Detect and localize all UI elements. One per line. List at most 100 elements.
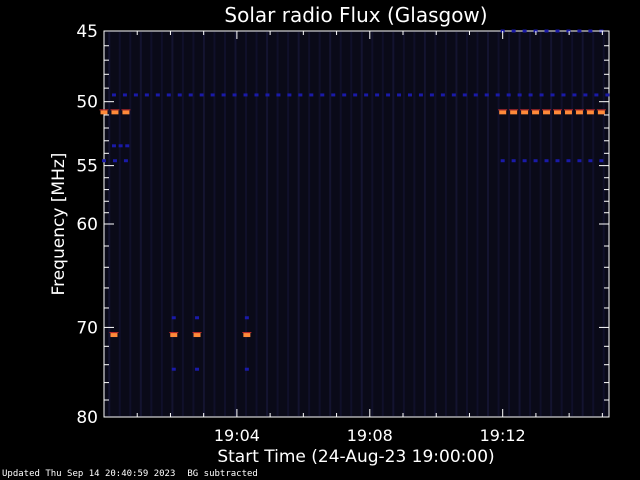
- signal-mark: [575, 110, 583, 115]
- background-column: [476, 32, 479, 416]
- signal-mark: [123, 159, 128, 163]
- line-53.4MHz-start: [111, 144, 130, 148]
- signal-mark: [111, 110, 119, 115]
- signal-mark: [511, 29, 516, 33]
- signal-edge: [596, 109, 606, 111]
- background-column: [160, 32, 163, 416]
- y-tick-label: 50: [76, 93, 98, 113]
- signal-edge: [192, 332, 202, 334]
- background-column: [118, 32, 121, 416]
- background-column: [508, 32, 511, 416]
- background-column: [318, 32, 321, 416]
- background-column: [360, 32, 363, 416]
- signal-mark: [133, 93, 138, 97]
- line-54.6MHz-end: [500, 159, 604, 163]
- signal-mark: [499, 110, 507, 115]
- background-column: [213, 32, 216, 416]
- signal-mark: [543, 110, 551, 115]
- background-column: [287, 32, 290, 416]
- signal-mark: [462, 93, 467, 97]
- background-column: [371, 32, 374, 416]
- signal-mark: [166, 93, 171, 97]
- updated-timestamp: Updated Thu Sep 14 20:40:59 2023: [2, 469, 176, 479]
- signal-edge: [509, 109, 519, 111]
- signal-mark: [320, 93, 325, 97]
- signal-mark: [564, 110, 572, 115]
- y-tick-label: 80: [76, 408, 98, 428]
- signal-mark: [375, 93, 380, 97]
- signal-mark: [265, 93, 270, 97]
- background-column: [339, 32, 342, 416]
- axis-ticks: 19:04 19:08 19:12 45 50 55 60 70 80: [76, 22, 609, 445]
- signal-mark: [484, 93, 489, 97]
- burst-50.8MHz-end: [498, 109, 606, 115]
- signal-mark: [232, 93, 237, 97]
- signal-mark: [566, 159, 571, 163]
- background-column: [497, 32, 500, 416]
- signal-mark: [440, 93, 445, 97]
- spectrogram-features: [99, 29, 610, 416]
- background-column: [487, 32, 490, 416]
- signal-mark: [122, 110, 130, 115]
- signal-mark: [539, 93, 544, 97]
- background-column: [171, 32, 174, 416]
- signal-mark: [555, 29, 560, 33]
- signal-mark: [122, 93, 127, 97]
- signal-edge: [498, 109, 508, 111]
- background-column: [129, 32, 132, 416]
- background-column: [266, 32, 269, 416]
- signal-mark: [566, 29, 571, 33]
- signal-mark: [111, 144, 116, 148]
- signal-mark: [597, 110, 605, 115]
- bg-note: BG subtracted: [187, 469, 258, 479]
- signal-mark: [588, 159, 593, 163]
- signal-mark: [254, 93, 259, 97]
- burst-50.8MHz-start: [99, 109, 131, 115]
- signal-mark: [102, 159, 106, 163]
- signal-mark: [276, 93, 281, 97]
- line-54.6MHz-start: [102, 159, 128, 163]
- signal-mark: [221, 93, 226, 97]
- background-column: [329, 32, 332, 416]
- signal-mark: [500, 159, 505, 163]
- background-column: [181, 32, 184, 416]
- signal-mark: [144, 93, 149, 97]
- background-column: [150, 32, 153, 416]
- signal-mark: [586, 110, 594, 115]
- background-column: [455, 32, 458, 416]
- signal-mark: [100, 110, 108, 115]
- background-column: [297, 32, 300, 416]
- signal-mark: [118, 144, 123, 148]
- signal-mark: [577, 29, 582, 33]
- x-axis-label: Start Time (24-Aug-23 19:00:00): [217, 447, 494, 467]
- background-column: [413, 32, 416, 416]
- signal-edge: [110, 109, 120, 111]
- y-axis-label: Frequency [MHz]: [49, 153, 69, 296]
- signal-mark: [550, 93, 555, 97]
- y-tick-label: 60: [76, 215, 98, 235]
- signal-mark: [522, 159, 527, 163]
- signal-mark: [195, 316, 200, 320]
- background-column: [381, 32, 384, 416]
- background-column: [529, 32, 532, 416]
- signal-mark: [199, 93, 204, 97]
- signal-mark: [528, 93, 533, 97]
- background-column: [434, 32, 437, 416]
- y-tick-label: 55: [76, 157, 98, 177]
- signal-mark: [155, 93, 160, 97]
- signal-edge: [531, 109, 541, 111]
- background-column: [518, 32, 521, 416]
- signal-mark: [533, 159, 538, 163]
- signal-mark: [171, 367, 176, 371]
- signal-mark: [243, 93, 248, 97]
- x-tick-label: 19:04: [214, 426, 260, 445]
- signal-mark: [111, 93, 116, 97]
- signal-edge: [99, 109, 109, 111]
- signal-edge: [542, 109, 552, 111]
- burst-70.8MHz: [109, 332, 252, 338]
- x-tick-label: 19:08: [347, 426, 393, 445]
- background-column: [245, 32, 248, 416]
- background-column: [350, 32, 353, 416]
- signal-mark: [193, 333, 201, 338]
- signal-mark: [521, 110, 529, 115]
